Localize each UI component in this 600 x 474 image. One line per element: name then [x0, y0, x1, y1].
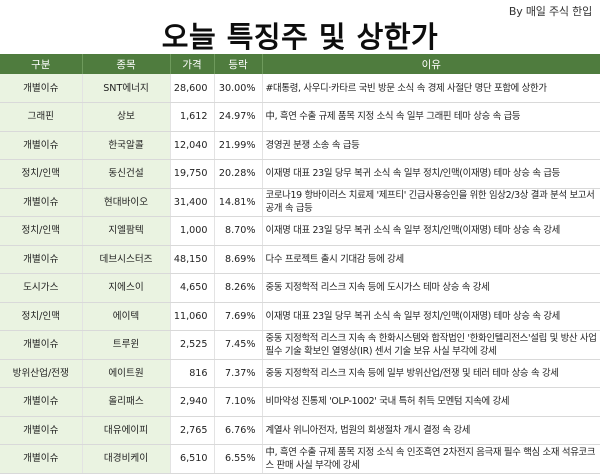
row-reason: 계열사 위니아전자, 법원의 회생절차 개시 결정 속 강세 — [262, 416, 600, 445]
table-row: 개별이슈 현대바이오 31,400 14.81% 코로나19 항바이러스 치료제 '제프… — [0, 188, 600, 217]
row-price: 2,525 — [170, 330, 215, 360]
table-row: 개별이슈 한국알콜 12,040 21.99% 경영권 분쟁 소송 속 급등 — [0, 131, 600, 160]
row-reason: 중동 지정학적 리스크 지속 등에 일부 방위산업/전쟁 및 테러 테마 상승 … — [262, 359, 600, 388]
row-change: 20.28% — [214, 159, 263, 189]
row-change: 14.81% — [214, 188, 263, 217]
row-stock-name: 상보 — [82, 102, 171, 132]
row-price: 4,650 — [170, 273, 215, 303]
row-reason: 경영권 분쟁 소송 속 급등 — [262, 131, 600, 160]
table-header-row: 구분 종목 가격 등락 이유 — [0, 54, 600, 74]
page-title: 오늘 특징주 및 상한가 — [161, 20, 439, 54]
row-price: 1,000 — [170, 216, 215, 246]
row-reason: 이재명 대표 23일 당무 복귀 소식 속 일부 정치/인맥(이재명) 테마 상… — [262, 216, 600, 246]
row-stock-name: 지에스이 — [82, 273, 171, 303]
row-stock-name: 지엘팜텍 — [82, 216, 171, 246]
row-stock-name: 대유에이피 — [82, 416, 171, 445]
row-category: 정치/인맥 — [0, 159, 83, 189]
row-category: 정치/인맥 — [0, 302, 83, 331]
table-row: 개별이슈 트루윈 2,525 7.45% 중동 지정학적 리스크 지속 속 한화시스템와… — [0, 330, 600, 360]
row-category: 개별이슈 — [0, 188, 83, 217]
row-stock-name: 에이텍 — [82, 302, 171, 331]
stock-table: 구분 종목 가격 등락 이유 개별이슈 SNT에너지 28,600 30.00% #대통… — [0, 54, 600, 474]
row-stock-name: 동신건설 — [82, 159, 171, 189]
table-row: 개별이슈 데브시스터즈 48,150 8.69% 다수 프로젝트 출시 기대감 등에 강… — [0, 245, 600, 274]
row-price: 2,765 — [170, 416, 215, 445]
row-stock-name: 에이트원 — [82, 359, 171, 388]
row-category: 개별이슈 — [0, 444, 83, 474]
row-change: 7.69% — [214, 302, 263, 331]
table-row: 개별이슈 대경비케이 6,510 6.55% 中, 흑연 수출 규제 품목 지정 소식 … — [0, 444, 600, 474]
row-change: 24.97% — [214, 102, 263, 132]
column-header-price: 가격 — [170, 54, 215, 74]
row-change: 8.26% — [214, 273, 263, 303]
row-reason: 중동 지정학적 리스크 지속 속 한화시스템와 합작법인 '한화인텔리전스'설립… — [262, 330, 600, 360]
row-reason: 다수 프로젝트 출시 기대감 등에 강세 — [262, 245, 600, 274]
column-header-category: 구분 — [0, 54, 83, 74]
table-row: 정치/인맥 동신건설 19,750 20.28% 이재명 대표 23일 당무 복귀 소식… — [0, 159, 600, 189]
row-reason: #대통령, 사우디·카타르 국빈 방문 소식 속 경제 사절단 명단 포함에 상… — [262, 74, 600, 103]
row-category: 개별이슈 — [0, 245, 83, 274]
row-reason: 이재명 대표 23일 당무 복귀 소식 속 일부 정치/인맥(이재명) 테마 상… — [262, 302, 600, 331]
row-change: 7.10% — [214, 387, 263, 417]
row-change: 30.00% — [214, 74, 263, 103]
row-stock-name: 현대바이오 — [82, 188, 171, 217]
row-price: 1,612 — [170, 102, 215, 132]
author-credit: By 매일 주식 한입 — [508, 5, 592, 18]
row-stock-name: 데브시스터즈 — [82, 245, 171, 274]
row-price: 19,750 — [170, 159, 215, 189]
row-category: 개별이슈 — [0, 131, 83, 160]
row-stock-name: 대경비케이 — [82, 444, 171, 474]
row-price: 816 — [170, 359, 215, 388]
row-reason: 비마약성 진통제 'OLP-1002' 국내 특허 취득 모멘텀 지속에 강세 — [262, 387, 600, 417]
row-reason: 코로나19 항바이러스 치료제 '제프티' 긴급사용승인을 위한 임상2/3상 … — [262, 188, 600, 217]
row-change: 7.45% — [214, 330, 263, 360]
row-category: 개별이슈 — [0, 330, 83, 360]
table-row: 개별이슈 SNT에너지 28,600 30.00% #대통령, 사우디·카타르 국빈 방… — [0, 74, 600, 103]
table-row: 개별이슈 대유에이피 2,765 6.76% 계열사 위니아전자, 법원의 회생절차 개… — [0, 416, 600, 445]
row-category: 정치/인맥 — [0, 216, 83, 246]
row-change: 6.76% — [214, 416, 263, 445]
row-category: 개별이슈 — [0, 387, 83, 417]
column-header-name: 종목 — [82, 54, 171, 74]
row-change: 7.37% — [214, 359, 263, 388]
row-stock-name: SNT에너지 — [82, 74, 171, 103]
row-reason: 이재명 대표 23일 당무 복귀 소식 속 일부 정치/인맥(이재명) 테마 상… — [262, 159, 600, 189]
row-price: 11,060 — [170, 302, 215, 331]
row-change: 6.55% — [214, 444, 263, 474]
table-row: 방위산업/전쟁 에이트원 816 7.37% 중동 지정학적 리스크 지속 등에 일부 … — [0, 359, 600, 388]
row-price: 31,400 — [170, 188, 215, 217]
row-price: 48,150 — [170, 245, 215, 274]
row-change: 8.69% — [214, 245, 263, 274]
row-change: 8.70% — [214, 216, 263, 246]
row-category: 방위산업/전쟁 — [0, 359, 83, 388]
row-price: 2,940 — [170, 387, 215, 417]
table-row: 도시가스 지에스이 4,650 8.26% 중동 지정학적 리스크 지속 등에 도시가스… — [0, 273, 600, 303]
row-stock-name: 한국알콜 — [82, 131, 171, 160]
row-price: 28,600 — [170, 74, 215, 103]
row-reason: 중동 지정학적 리스크 지속 등에 도시가스 테마 상승 속 강세 — [262, 273, 600, 303]
row-category: 개별이슈 — [0, 74, 83, 103]
row-category: 그래핀 — [0, 102, 83, 132]
row-category: 도시가스 — [0, 273, 83, 303]
table-row: 정치/인맥 에이텍 11,060 7.69% 이재명 대표 23일 당무 복귀 소식 속… — [0, 302, 600, 331]
table-row: 개별이슈 올리패스 2,940 7.10% 비마약성 진통제 'OLP-1002' 국내… — [0, 387, 600, 417]
row-price: 12,040 — [170, 131, 215, 160]
row-change: 21.99% — [214, 131, 263, 160]
row-reason: 中, 흑연 수출 규제 품목 지정 소식 속 일부 그래핀 테마 상승 속 급등 — [262, 102, 600, 132]
column-header-change: 등락 — [214, 54, 263, 74]
table-body: 개별이슈 SNT에너지 28,600 30.00% #대통령, 사우디·카타르 국빈 방… — [0, 74, 600, 474]
table-row: 정치/인맥 지엘팜텍 1,000 8.70% 이재명 대표 23일 당무 복귀 소식 속… — [0, 216, 600, 246]
row-stock-name: 올리패스 — [82, 387, 171, 417]
table-row: 그래핀 상보 1,612 24.97% 中, 흑연 수출 규제 품목 지정 소식 속 일… — [0, 102, 600, 132]
column-header-reason: 이유 — [262, 54, 600, 74]
row-category: 개별이슈 — [0, 416, 83, 445]
row-stock-name: 트루윈 — [82, 330, 171, 360]
row-price: 6,510 — [170, 444, 215, 474]
row-reason: 中, 흑연 수출 규제 품목 지정 소식 속 인조흑연 2차전지 음극재 필수 … — [262, 444, 600, 474]
